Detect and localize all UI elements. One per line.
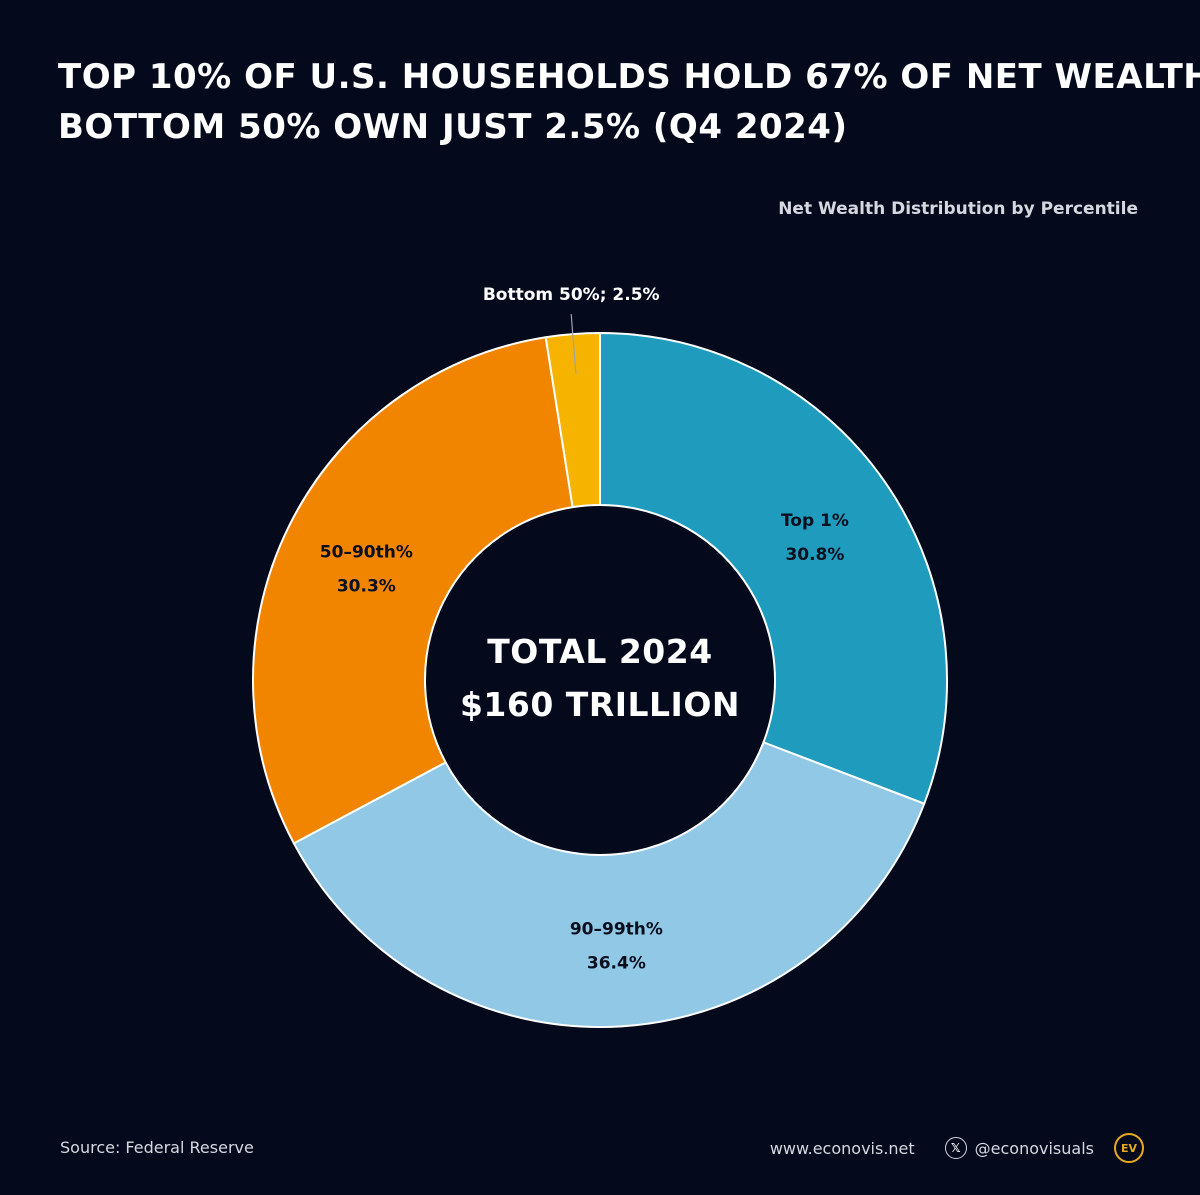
x-logo-icon[interactable]: 𝕏 [944, 1137, 967, 1159]
slice-bottom-50 [544, 331, 601, 509]
slice-labels-group: Top 1% 30.8% 90–99th% 36.4% 50–90th% 30.3% Bot… [320, 285, 849, 973]
social-handle[interactable]: @econovisuals [974, 1138, 1094, 1158]
source-note: Source: Federal Reserve [60, 1138, 254, 1157]
slice-label-90-99th: 90–99th% 36.4% [570, 919, 663, 973]
page-title: Top 10% of U.S. Households hold 67% of N… [58, 52, 1200, 152]
center-label-line-1: Total 2024 [487, 632, 712, 671]
slices-group [252, 331, 948, 1028]
website-link[interactable]: www.econovis.net [769, 1138, 915, 1158]
brand-logo-icon: EV [1114, 1133, 1144, 1163]
callout-line-bottom-50 [570, 314, 577, 374]
footer-credits: www.econovis.net 𝕏 @econovisuals EV [770, 1131, 1144, 1165]
slice-50-90th [252, 336, 574, 845]
slice-label-50-90th: 50–90th% 30.3% [320, 543, 413, 597]
chart-subtitle: Net Wealth Distribution by Percentile [778, 199, 1138, 219]
title-line-2: Bottom 50% own just 2.5% (Q4 2024) [58, 107, 848, 147]
title-line-1: Top 10% of U.S. Households hold 67% of N… [58, 57, 1200, 97]
slice-90-99th [292, 741, 926, 1028]
callout-label-bottom-50: Bottom 50%; 2.5% [483, 285, 660, 305]
center-label-line-2: $160 Trillion [460, 685, 740, 724]
slice-top-1 [599, 331, 948, 805]
slice-label-top-1: Top 1% 30.8% [781, 511, 849, 565]
